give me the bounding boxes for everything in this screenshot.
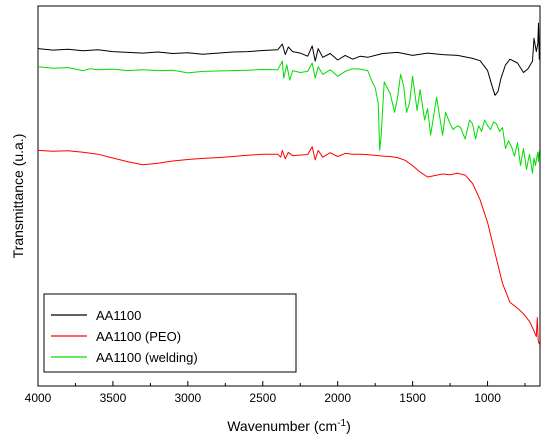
x-tick-label-1000: 1000 [474,391,501,405]
series-line-aa1100-peo [37,146,540,345]
x-tick-label-3500: 3500 [100,391,127,405]
x-tick-label-3000: 3000 [174,391,201,405]
x-tick-label-2500: 2500 [249,391,276,405]
legend-label-aa1100-peo: AA1100 (PEO) [96,329,181,344]
series-layer [37,22,541,345]
x-axis-title-main: Wavenumber (cm [227,418,337,434]
x-axis-tick-labels: 4000 3500 3000 2500 2000 1500 1000 [25,391,502,405]
legend-box [43,293,297,373]
x-axis-title-close: ) [346,418,351,434]
x-tick-label-4000: 4000 [25,391,52,405]
x-tick-label-1500: 1500 [399,391,426,405]
x-axis-title: Wavenumber (cm-1) [227,418,351,434]
legend: AA1100 AA1100 (PEO) AA1100 (welding) [43,293,297,373]
y-axis-title: Transmittance (u.a.) [10,134,26,259]
legend-label-aa1100: AA1100 [96,308,141,323]
x-axis-ticks [37,381,526,386]
series-line-aa1100 [37,22,541,96]
legend-label-aa1100-welding: AA1100 (welding) [96,350,198,365]
x-tick-label-2000: 2000 [324,391,351,405]
x-axis-title-superscript: -1 [337,418,346,429]
series-line-aa1100-welding [37,60,540,174]
plot-frame [37,5,541,387]
